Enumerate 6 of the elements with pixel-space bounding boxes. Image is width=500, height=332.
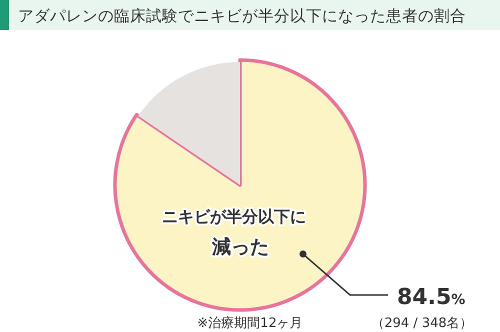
text: ※治療期間12ヶ月 — [197, 316, 303, 331]
slice-label: ニキビが半分以下に減った — [162, 207, 306, 258]
text: （294 / 348名） — [371, 316, 473, 331]
data-label: 84.5% — [397, 285, 466, 310]
title: アダパレンの臨床試験でニキビが半分以下になった患者の割合 — [0, 0, 500, 30]
chart-title: アダパレンの臨床試験でニキビが半分以下になった患者の割合 — [18, 7, 466, 25]
